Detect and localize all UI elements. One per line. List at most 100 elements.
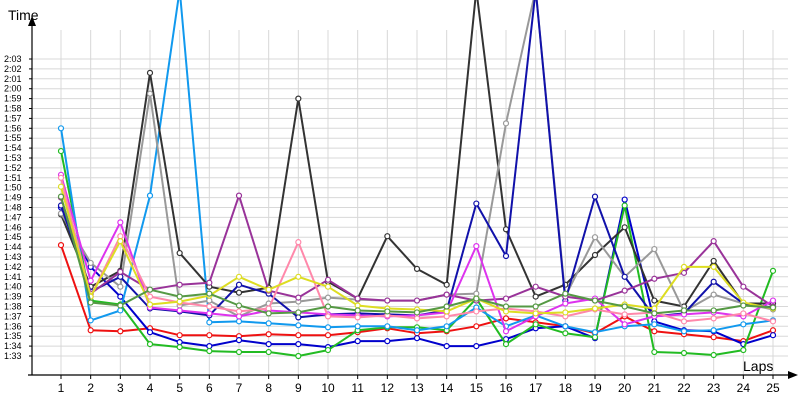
data-point: [206, 332, 213, 339]
y-tick-label: 1:41: [4, 272, 22, 282]
data-point: [621, 224, 628, 231]
y-tick-label: 1:54: [4, 143, 22, 153]
data-point: [265, 286, 272, 293]
data-point: [413, 265, 421, 272]
data-point: [621, 273, 628, 280]
y-tick-label: 1:46: [4, 222, 22, 232]
y-axis-arrow: [28, 16, 36, 26]
data-point: [57, 147, 65, 155]
data-point: [710, 351, 717, 359]
data-point: [235, 313, 243, 320]
data-point: [57, 193, 65, 200]
data-point: [146, 293, 154, 300]
data-point: [206, 279, 213, 286]
data-point: [235, 302, 243, 309]
data-point: [621, 196, 628, 203]
data-point: [680, 349, 688, 357]
data-point: [146, 90, 154, 97]
data-point: [740, 321, 747, 328]
y-tick-label: 1:58: [4, 104, 22, 114]
y-tick-label: 1:57: [4, 113, 22, 123]
x-tick-label: 11: [351, 381, 364, 395]
data-point: [57, 183, 65, 190]
data-point: [413, 309, 421, 316]
x-tick-label: 25: [766, 381, 780, 395]
data-point: [651, 245, 658, 253]
y-tick-label: 1:43: [4, 252, 22, 262]
x-tick-label: 23: [707, 381, 721, 395]
data-point: [265, 341, 272, 348]
data-point: [117, 293, 124, 300]
data-point: [295, 273, 302, 280]
data-point: [117, 219, 124, 226]
data-point: [57, 125, 65, 132]
data-point: [740, 302, 747, 309]
data-point: [354, 323, 361, 330]
data-point: [621, 202, 628, 209]
x-tick-label: 20: [618, 381, 632, 395]
data-point: [621, 303, 628, 310]
data-point: [680, 263, 688, 270]
data-point: [295, 341, 302, 348]
data-point: [87, 317, 94, 324]
data-point: [295, 294, 302, 301]
data-point: [443, 323, 450, 330]
data-point: [176, 281, 183, 288]
data-point: [562, 290, 569, 297]
y-tick-label: 1:34: [4, 341, 22, 351]
data-point: [176, 293, 183, 300]
data-point: [117, 302, 124, 309]
data-point: [235, 337, 243, 344]
data-point: [413, 335, 421, 342]
data-point: [740, 283, 747, 290]
data-point: [324, 324, 332, 331]
data-point: [769, 327, 777, 334]
data-point: [87, 259, 94, 267]
data-point: [710, 307, 717, 314]
data-point: [532, 293, 539, 300]
data-point: [146, 301, 154, 308]
data-point: [680, 318, 688, 325]
data-point: [117, 238, 124, 245]
y-tick-label: 1:35: [4, 331, 22, 341]
data-point: [562, 330, 569, 337]
data-point: [680, 307, 688, 314]
y-tick-label: 1:59: [4, 94, 22, 104]
data-point: [710, 315, 717, 322]
data-point: [473, 200, 480, 207]
data-point: [710, 278, 717, 285]
y-tick-label: 1:49: [4, 193, 22, 203]
data-point: [651, 321, 658, 328]
data-point: [57, 174, 65, 181]
data-point: [532, 303, 539, 310]
data-point: [740, 310, 747, 317]
data-point: [710, 263, 717, 270]
data-point: [413, 297, 421, 304]
data-point: [384, 338, 391, 345]
data-point: [117, 307, 124, 314]
data-point: [324, 313, 332, 320]
data-point: [502, 308, 510, 315]
x-axis-arrow: [788, 371, 798, 379]
data-point: [502, 328, 510, 335]
data-point: [176, 339, 183, 346]
x-tick-label: 24: [737, 381, 751, 395]
y-tick-label: 1:48: [4, 203, 22, 213]
x-tick-label: 9: [295, 381, 302, 395]
x-tick-label: 7: [236, 381, 243, 395]
data-point: [621, 321, 628, 328]
data-point: [680, 328, 688, 335]
x-tick-labels: 1 2 3 4 5 6 7 8 9 10 11 12 13 14 15 16 17 18 19 20 21 22 23 24 2…: [58, 381, 780, 395]
data-point: [235, 273, 243, 280]
x-tick-label: 17: [529, 381, 543, 395]
data-point: [235, 318, 243, 325]
data-point: [87, 327, 94, 334]
data-point: [413, 315, 421, 322]
data-point: [591, 329, 599, 336]
data-point: [443, 291, 450, 298]
x-tick-label: 10: [321, 381, 335, 395]
y-tick-label: 1:39: [4, 292, 22, 302]
data-point: [710, 334, 717, 341]
data-point: [769, 304, 777, 311]
data-point: [384, 233, 391, 240]
